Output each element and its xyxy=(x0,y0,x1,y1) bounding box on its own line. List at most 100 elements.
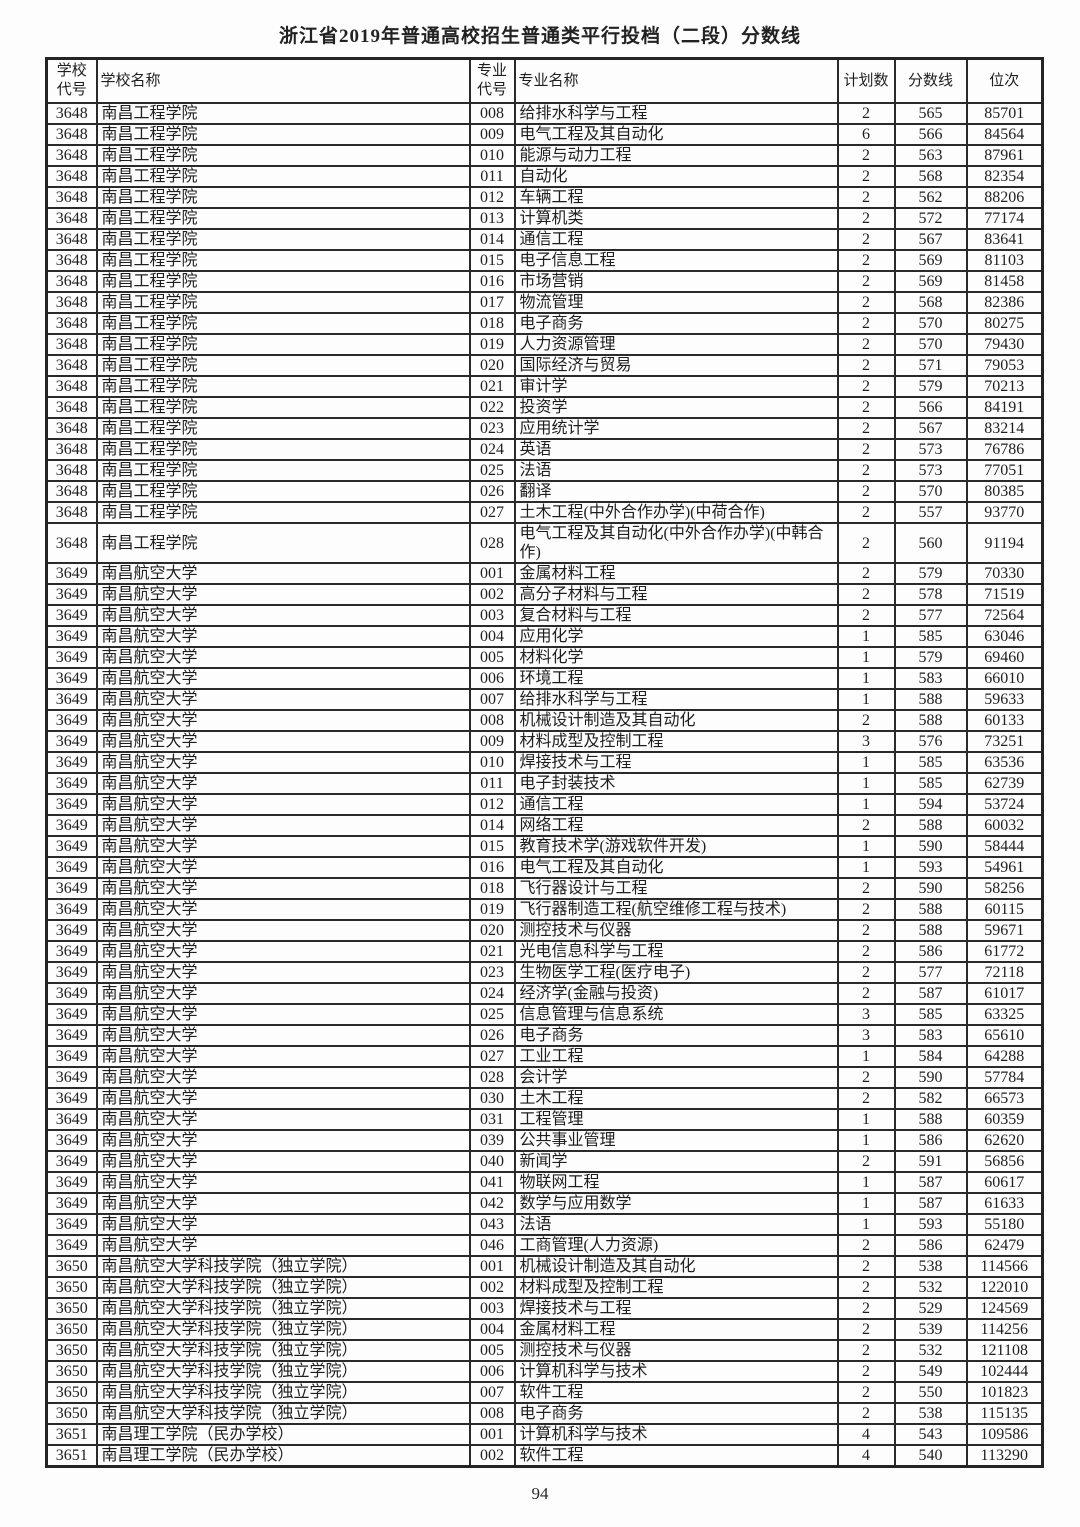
cell-rank: 80385 xyxy=(965,480,1044,503)
cell-school-name: 南昌航空大学 xyxy=(95,1213,471,1236)
cell-school-code: 3648 xyxy=(45,417,98,440)
cell-plan-count: 2 xyxy=(836,459,896,482)
cell-major-code: 019 xyxy=(468,333,516,356)
cell-school-name: 南昌工程学院 xyxy=(95,207,471,230)
cell-major-code: 004 xyxy=(468,625,516,648)
cell-plan-count: 4 xyxy=(836,1444,896,1468)
table-row: 3649 南昌航空大学 014 网络工程 2 588 60032 xyxy=(45,814,1044,837)
table-row: 3648 南昌工程学院 012 车辆工程 2 562 88206 xyxy=(45,186,1044,209)
cell-school-code: 3648 xyxy=(45,522,98,564)
cell-major-code: 021 xyxy=(468,375,516,398)
cell-plan-count: 2 xyxy=(836,562,896,585)
cell-major-name: 土木工程 xyxy=(513,1087,839,1110)
cell-score-line: 585 xyxy=(893,1003,968,1026)
cell-plan-count: 3 xyxy=(836,1024,896,1047)
cell-major-name: 法语 xyxy=(513,1213,839,1236)
cell-school-code: 3651 xyxy=(45,1444,98,1468)
cell-plan-count: 2 xyxy=(836,102,896,125)
cell-plan-count: 2 xyxy=(836,1381,896,1404)
cell-school-code: 3649 xyxy=(45,709,98,732)
cell-rank: 69460 xyxy=(965,646,1044,669)
cell-plan-count: 2 xyxy=(836,1360,896,1383)
table-row: 3651 南昌理工学院（民办学校） 002 软件工程 4 540 113290 xyxy=(45,1444,1044,1468)
table-row: 3649 南昌航空大学 046 工商管理(人力资源) 2 586 62479 xyxy=(45,1234,1044,1257)
cell-major-name: 高分子材料与工程 xyxy=(513,583,839,606)
cell-school-code: 3649 xyxy=(45,940,98,963)
cell-plan-count: 2 xyxy=(836,522,896,564)
cell-major-code: 005 xyxy=(468,646,516,669)
cell-school-name: 南昌航空大学 xyxy=(95,772,471,795)
cell-score-line: 587 xyxy=(893,1171,968,1194)
cell-major-name: 工程管理 xyxy=(513,1108,839,1131)
table-row: 3649 南昌航空大学 012 通信工程 1 594 53724 xyxy=(45,793,1044,816)
cell-score-line: 585 xyxy=(893,625,968,648)
cell-major-name: 网络工程 xyxy=(513,814,839,837)
cell-score-line: 582 xyxy=(893,1087,968,1110)
cell-major-name: 法语 xyxy=(513,459,839,482)
cell-major-name: 会计学 xyxy=(513,1066,839,1089)
cell-major-code: 021 xyxy=(468,940,516,963)
cell-score-line: 538 xyxy=(893,1255,968,1278)
table-row: 3649 南昌航空大学 003 复合材料与工程 2 577 72564 xyxy=(45,604,1044,627)
cell-major-code: 022 xyxy=(468,396,516,419)
cell-plan-count: 2 xyxy=(836,583,896,606)
cell-school-code: 3648 xyxy=(45,459,98,482)
table-row: 3648 南昌工程学院 027 土木工程(中外合作办学)(中荷合作) 2 557 93770 xyxy=(45,501,1044,524)
cell-rank: 64288 xyxy=(965,1045,1044,1068)
cell-score-line: 569 xyxy=(893,249,968,272)
column-header-score-line: 分数线 xyxy=(893,57,968,104)
cell-school-name: 南昌航空大学 xyxy=(95,1108,471,1131)
cell-major-code: 011 xyxy=(468,165,516,188)
cell-major-name: 审计学 xyxy=(513,375,839,398)
cell-plan-count: 2 xyxy=(836,1402,896,1425)
cell-major-code: 012 xyxy=(468,793,516,816)
cell-plan-count: 2 xyxy=(836,919,896,942)
cell-rank: 102444 xyxy=(965,1360,1044,1383)
cell-school-code: 3650 xyxy=(45,1360,98,1383)
cell-rank: 80275 xyxy=(965,312,1044,335)
table-row: 3649 南昌航空大学 025 信息管理与信息系统 3 585 63325 xyxy=(45,1003,1044,1026)
cell-major-code: 020 xyxy=(468,354,516,377)
table-row: 3649 南昌航空大学 024 经济学(金融与投资) 2 587 61017 xyxy=(45,982,1044,1005)
cell-school-name: 南昌工程学院 xyxy=(95,144,471,167)
table-row: 3650 南昌航空大学科技学院（独立学院） 008 电子商务 2 538 115135 xyxy=(45,1402,1044,1425)
cell-rank: 113290 xyxy=(965,1444,1044,1468)
cell-plan-count: 3 xyxy=(836,730,896,753)
cell-school-code: 3649 xyxy=(45,625,98,648)
cell-plan-count: 2 xyxy=(836,1087,896,1110)
cell-major-name: 物联网工程 xyxy=(513,1171,839,1194)
table-row: 3648 南昌工程学院 022 投资学 2 566 84191 xyxy=(45,396,1044,419)
cell-major-name: 焊接技术与工程 xyxy=(513,1297,839,1320)
table-row: 3649 南昌航空大学 018 飞行器设计与工程 2 590 58256 xyxy=(45,877,1044,900)
cell-major-name: 测控技术与仪器 xyxy=(513,919,839,942)
cell-rank: 58444 xyxy=(965,835,1044,858)
cell-plan-count: 2 xyxy=(836,898,896,921)
table-row: 3648 南昌工程学院 011 自动化 2 568 82354 xyxy=(45,165,1044,188)
cell-rank: 70330 xyxy=(965,562,1044,585)
cell-major-name: 应用化学 xyxy=(513,625,839,648)
cell-major-name: 投资学 xyxy=(513,396,839,419)
cell-major-code: 008 xyxy=(468,709,516,732)
cell-school-code: 3650 xyxy=(45,1339,98,1362)
cell-school-code: 3649 xyxy=(45,919,98,942)
table-row: 3648 南昌工程学院 021 审计学 2 579 70213 xyxy=(45,375,1044,398)
cell-major-code: 002 xyxy=(468,1276,516,1299)
cell-school-name: 南昌工程学院 xyxy=(95,375,471,398)
cell-plan-count: 1 xyxy=(836,667,896,690)
table-row: 3649 南昌航空大学 020 测控技术与仪器 2 588 59671 xyxy=(45,919,1044,942)
cell-major-name: 通信工程 xyxy=(513,228,839,251)
table-row: 3650 南昌航空大学科技学院（独立学院） 005 测控技术与仪器 2 532 121108 xyxy=(45,1339,1044,1362)
cell-rank: 53724 xyxy=(965,793,1044,816)
cell-score-line: 585 xyxy=(893,751,968,774)
cell-major-code: 001 xyxy=(468,1255,516,1278)
cell-major-name: 给排水科学与工程 xyxy=(513,102,839,125)
cell-major-code: 016 xyxy=(468,856,516,879)
table-row: 3650 南昌航空大学科技学院（独立学院） 002 材料成型及控制工程 2 532 1220… xyxy=(45,1276,1044,1299)
cell-school-name: 南昌工程学院 xyxy=(95,396,471,419)
cell-plan-count: 1 xyxy=(836,793,896,816)
cell-score-line: 567 xyxy=(893,228,968,251)
cell-major-name: 材料成型及控制工程 xyxy=(513,1276,839,1299)
cell-school-code: 3649 xyxy=(45,1129,98,1152)
cell-plan-count: 2 xyxy=(836,1066,896,1089)
cell-school-name: 南昌工程学院 xyxy=(95,270,471,293)
